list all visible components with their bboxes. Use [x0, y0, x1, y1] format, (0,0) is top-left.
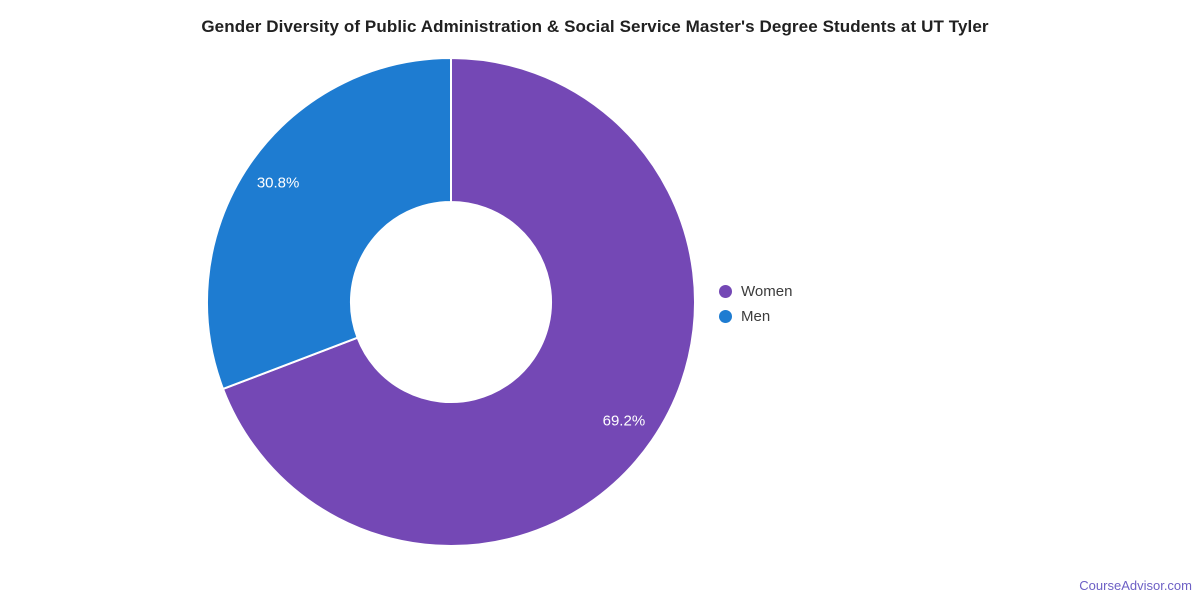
legend-marker-women-icon — [719, 285, 732, 298]
chart-title: Gender Diversity of Public Administratio… — [201, 17, 989, 36]
pie-slice-men[interactable] — [205, 56, 452, 391]
legend-label-women: Women — [741, 283, 793, 300]
watermark-link[interactable]: CourseAdvisor.com — [1079, 578, 1192, 593]
legend-marker-men-icon — [719, 310, 732, 323]
legend-item-men[interactable]: Men — [719, 304, 792, 329]
legend: Women Men — [719, 279, 792, 329]
legend-item-women[interactable]: Women — [719, 279, 792, 304]
slice-label-men: 30.8% — [257, 174, 300, 191]
slice-label-women: 69.2% — [603, 413, 646, 430]
pie-slice-women[interactable] — [221, 56, 696, 547]
legend-label-men: Men — [741, 308, 771, 325]
